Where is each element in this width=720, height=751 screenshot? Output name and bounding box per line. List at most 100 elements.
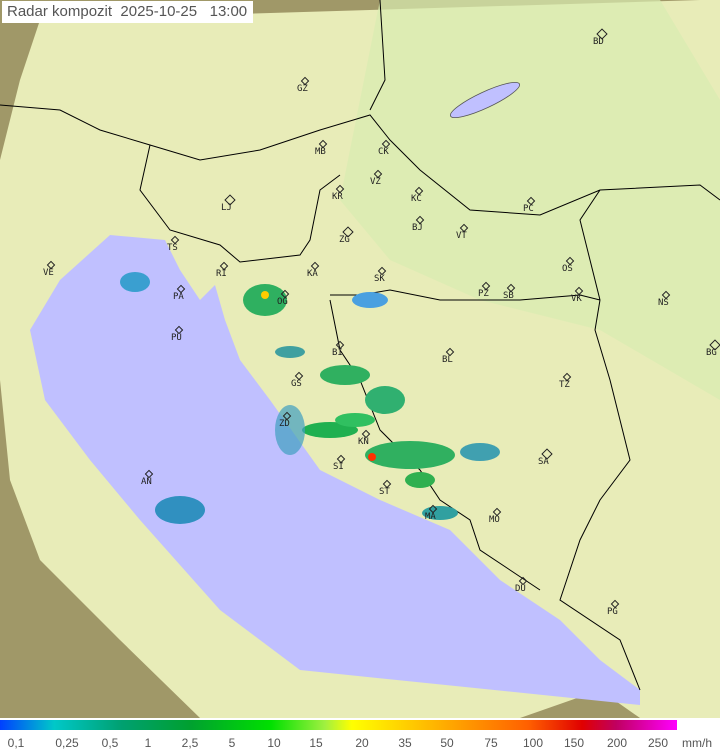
legend-tick: 50: [440, 736, 454, 750]
land-east: [340, 0, 720, 400]
city-marker-pa: PA: [173, 284, 186, 302]
city-label: VT: [456, 231, 467, 241]
legend-unit: mm/h: [682, 736, 712, 750]
city-marker-sb: SB: [503, 283, 516, 301]
city-label: PG: [607, 607, 618, 617]
city-marker-gz: GZ: [297, 76, 310, 94]
precipitation-legend: 0,1 0,25 0,5 1 2,5 5 10 15 20 35 50 75 100 150 200 250 …: [0, 718, 720, 751]
city-marker-kn: KN: [358, 429, 371, 447]
city-marker-zd: ZD: [279, 411, 292, 429]
city-marker-ma: MA: [425, 504, 438, 522]
city-marker-pg: PG: [607, 599, 620, 617]
legend-tick: 0,25: [55, 736, 79, 750]
city-marker-og: OG: [277, 289, 290, 307]
city-marker-du: DU: [515, 576, 528, 594]
city-label: KC: [411, 194, 422, 204]
city-label: BJ: [412, 223, 423, 233]
city-label: SI: [333, 462, 344, 472]
city-label: LJ: [221, 203, 232, 213]
legend-tick: 5: [228, 736, 236, 750]
legend-tick: 1: [144, 736, 152, 750]
city-label: VZ: [370, 177, 381, 187]
city-marker-bd: BD: [593, 28, 608, 47]
city-label: BL: [442, 355, 453, 365]
city-marker-ns: NS: [658, 290, 671, 308]
city-label: PA: [173, 292, 184, 302]
city-label: MO: [489, 515, 500, 525]
legend-tick: 0,1: [7, 736, 25, 750]
legend-tick: 20: [355, 736, 369, 750]
city-marker-tz: TZ: [559, 372, 572, 390]
city-marker-ts: TS: [167, 235, 180, 253]
radar-map[interactable]: [0, 0, 720, 718]
city-marker-ri: RI: [216, 261, 229, 279]
city-label: MB: [315, 147, 326, 157]
lake-balaton: [449, 81, 521, 119]
city-label: KA: [307, 269, 318, 279]
city-label: SB: [503, 291, 514, 301]
city-label: KR: [332, 192, 343, 202]
legend-tick: 100: [522, 736, 544, 750]
legend-tick: 35: [398, 736, 412, 750]
city-marker-ve: VE: [43, 260, 56, 278]
city-label: BG: [706, 348, 717, 358]
legend-tick: 200: [606, 736, 628, 750]
city-marker-kc: KC: [411, 186, 424, 204]
city-label: ST: [379, 487, 390, 497]
city-label: NS: [658, 298, 669, 308]
city-marker-ck: CK: [378, 139, 391, 157]
city-label: AN: [141, 477, 152, 487]
city-marker-zg: ZG: [339, 226, 354, 245]
city-marker-os: OS: [562, 256, 575, 274]
city-label: MA: [425, 512, 436, 522]
city-label: TZ: [559, 380, 570, 390]
city-label: ZD: [279, 419, 290, 429]
city-label: SA: [538, 457, 549, 467]
map-title: Radar kompozit 2025-10-25 13:00: [2, 1, 254, 23]
city-marker-kr: KR: [332, 184, 345, 202]
city-marker-vt: VT: [456, 223, 469, 241]
city-marker-lj: LJ: [221, 194, 236, 213]
city-label: OS: [562, 264, 573, 274]
city-label: GZ: [297, 84, 308, 94]
city-label: GS: [291, 379, 302, 389]
city-label: PZ: [478, 289, 489, 299]
legend-tick: 2,5: [181, 736, 199, 750]
city-label: CK: [378, 147, 389, 157]
city-label: PC: [523, 204, 534, 214]
city-marker-pc: PC: [523, 196, 536, 214]
country-borders: [0, 0, 720, 691]
city-label: BI: [332, 348, 343, 358]
legend-tick: 0,5: [101, 736, 119, 750]
city-marker-ka: KA: [307, 261, 320, 279]
city-marker-sa: SA: [538, 448, 553, 467]
precipitation: [120, 272, 500, 524]
city-marker-bi: BI: [332, 340, 345, 358]
legend-tick: 10: [267, 736, 281, 750]
city-label: RI: [216, 269, 227, 279]
city-marker-mb: MB: [315, 139, 328, 157]
city-marker-gs: GS: [291, 371, 304, 389]
city-marker-mo: MO: [489, 507, 502, 525]
sea: [30, 235, 640, 705]
city-marker-vz: VZ: [370, 169, 383, 187]
city-marker-pu: PU: [171, 325, 184, 343]
city-marker-bj: BJ: [412, 215, 425, 233]
city-label: PU: [171, 333, 182, 343]
city-label: VK: [571, 294, 582, 304]
city-marker-an: AN: [141, 469, 154, 487]
city-marker-bg: BG: [706, 339, 720, 358]
legend-tick: 150: [563, 736, 585, 750]
legend-tick: 75: [484, 736, 498, 750]
city-marker-bl: BL: [442, 347, 455, 365]
city-label: OG: [277, 297, 288, 307]
city-label: KN: [358, 437, 369, 447]
city-label: VE: [43, 268, 54, 278]
city-label: DU: [515, 584, 526, 594]
city-marker-pz: PZ: [478, 281, 491, 299]
legend-color-bar: [0, 720, 677, 730]
city-marker-si: SI: [333, 454, 346, 472]
city-label: BD: [593, 37, 604, 47]
city-marker-vk: VK: [571, 286, 584, 304]
